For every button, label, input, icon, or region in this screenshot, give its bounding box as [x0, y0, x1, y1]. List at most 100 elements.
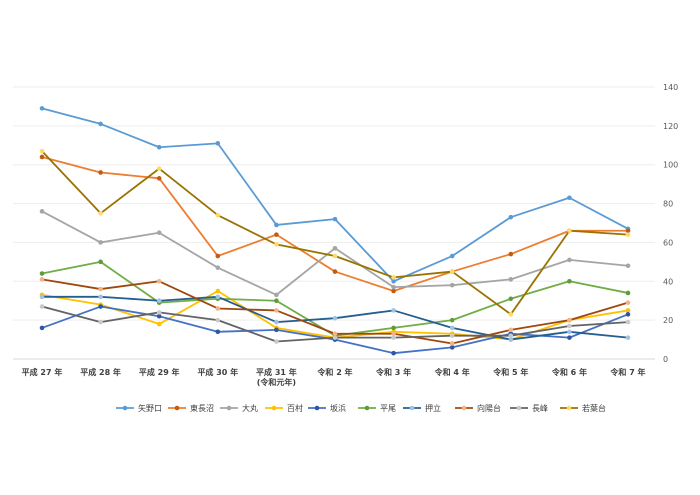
x-tick-label: 令和 4 年 [434, 367, 470, 377]
data-point [449, 253, 455, 259]
data-point [625, 263, 631, 269]
data-point [567, 335, 572, 340]
data-point [215, 317, 221, 323]
legend-label: 大丸 [242, 403, 258, 413]
data-point [391, 331, 396, 337]
y-tick-label: 120 [663, 122, 678, 131]
legend-item: 平尾 [358, 404, 396, 413]
data-point [391, 350, 396, 356]
data-point [215, 288, 221, 294]
data-point [508, 312, 514, 317]
x-tick-label: 令和 7 年 [609, 367, 645, 377]
legend-label: 坂浜 [330, 403, 346, 413]
data-point [98, 121, 103, 127]
data-point [332, 253, 338, 259]
data-point [449, 325, 455, 331]
data-point [215, 329, 221, 335]
data-point [98, 294, 103, 300]
x-tick-label: 平成 29 年 [139, 367, 180, 377]
data-point [449, 333, 455, 338]
y-tick-label: 0 [663, 355, 668, 364]
x-tick-label: 平成 30 年 [197, 367, 238, 377]
data-point [391, 278, 396, 284]
data-point [215, 253, 221, 259]
data-point [391, 308, 396, 313]
legend-label: 平尾 [380, 404, 396, 413]
data-point [215, 306, 221, 311]
y-tick-label: 140 [663, 83, 678, 92]
data-point [391, 325, 396, 331]
data-point [449, 269, 455, 274]
data-point [39, 271, 45, 276]
data-point [156, 310, 162, 315]
data-point [98, 210, 103, 216]
data-point [39, 106, 45, 111]
x-axis-ticks: 平成 27 年 平成 28 年 平成 29 年 平成 30 年 平成 31 年(令和元年… [22, 367, 646, 387]
data-point [98, 286, 103, 292]
x-tick-label: 平成 27 年 [22, 367, 63, 377]
legend-marker [516, 405, 522, 411]
legend-item: 若葉台 [560, 403, 606, 413]
legend-marker [314, 405, 320, 411]
data-point [156, 278, 162, 284]
data-point [449, 282, 455, 288]
y-tick-label: 40 [663, 277, 673, 286]
data-point [508, 214, 514, 220]
x-tick-label: 平成 28 年 [80, 367, 121, 377]
data-point [332, 269, 338, 274]
data-point [274, 232, 279, 237]
x-tick-label: 令和 5 年 [492, 367, 528, 377]
legend-marker [174, 405, 180, 411]
y-tick-label: 20 [663, 316, 673, 325]
data-point [274, 242, 279, 247]
data-point [215, 265, 221, 270]
data-point [567, 317, 572, 323]
data-point [567, 329, 572, 335]
x-tick-label: 令和 3 年 [375, 367, 411, 377]
data-point [625, 312, 631, 317]
gridlines [13, 86, 655, 360]
data-point [98, 319, 103, 325]
data-point [156, 230, 162, 236]
data-point [332, 335, 338, 340]
legend-marker [364, 405, 370, 411]
data-point [274, 339, 279, 344]
data-point [274, 327, 279, 333]
legend-label: 長峰 [532, 403, 548, 413]
data-point [156, 321, 162, 327]
legend-label: 押立 [425, 403, 441, 413]
legend-item: 百村 [265, 403, 303, 413]
data-point [625, 232, 631, 237]
data-point [274, 308, 279, 313]
y-axis-ticks: 0 20 40 60 80 100 120 140 [663, 83, 678, 364]
data-point [156, 166, 162, 171]
x-tick-label: (令和元年) [257, 377, 296, 387]
legend-label: 矢野口 [138, 403, 162, 413]
data-point [39, 148, 45, 154]
data-point [391, 284, 396, 290]
x-tick-label: 令和 2 年 [316, 367, 352, 377]
y-tick-label: 100 [663, 161, 678, 170]
legend-marker [271, 405, 277, 411]
data-point [449, 341, 455, 346]
y-tick-label: 60 [663, 238, 673, 247]
data-point [508, 333, 514, 338]
legend-marker [566, 405, 572, 411]
data-point [274, 319, 279, 325]
legend-item: 矢野口 [116, 403, 162, 413]
legend-label: 百村 [287, 403, 303, 413]
data-point [39, 277, 45, 282]
data-point [39, 325, 45, 331]
data-point [391, 275, 396, 280]
series-lines [39, 106, 631, 356]
legend-item: 坂浜 [308, 403, 346, 413]
data-point [332, 216, 338, 222]
legend: 矢野口 東長沼 大丸 百村 坂浜 平尾 押立 向陽台 長峰 若葉台 [116, 403, 606, 413]
x-tick-label: 平成 31 年 [256, 367, 297, 377]
data-point [625, 319, 631, 325]
legend-label: 向陽台 [477, 403, 501, 413]
data-point [215, 294, 221, 300]
legend-marker [409, 405, 415, 411]
legend-label: 若葉台 [582, 403, 606, 413]
